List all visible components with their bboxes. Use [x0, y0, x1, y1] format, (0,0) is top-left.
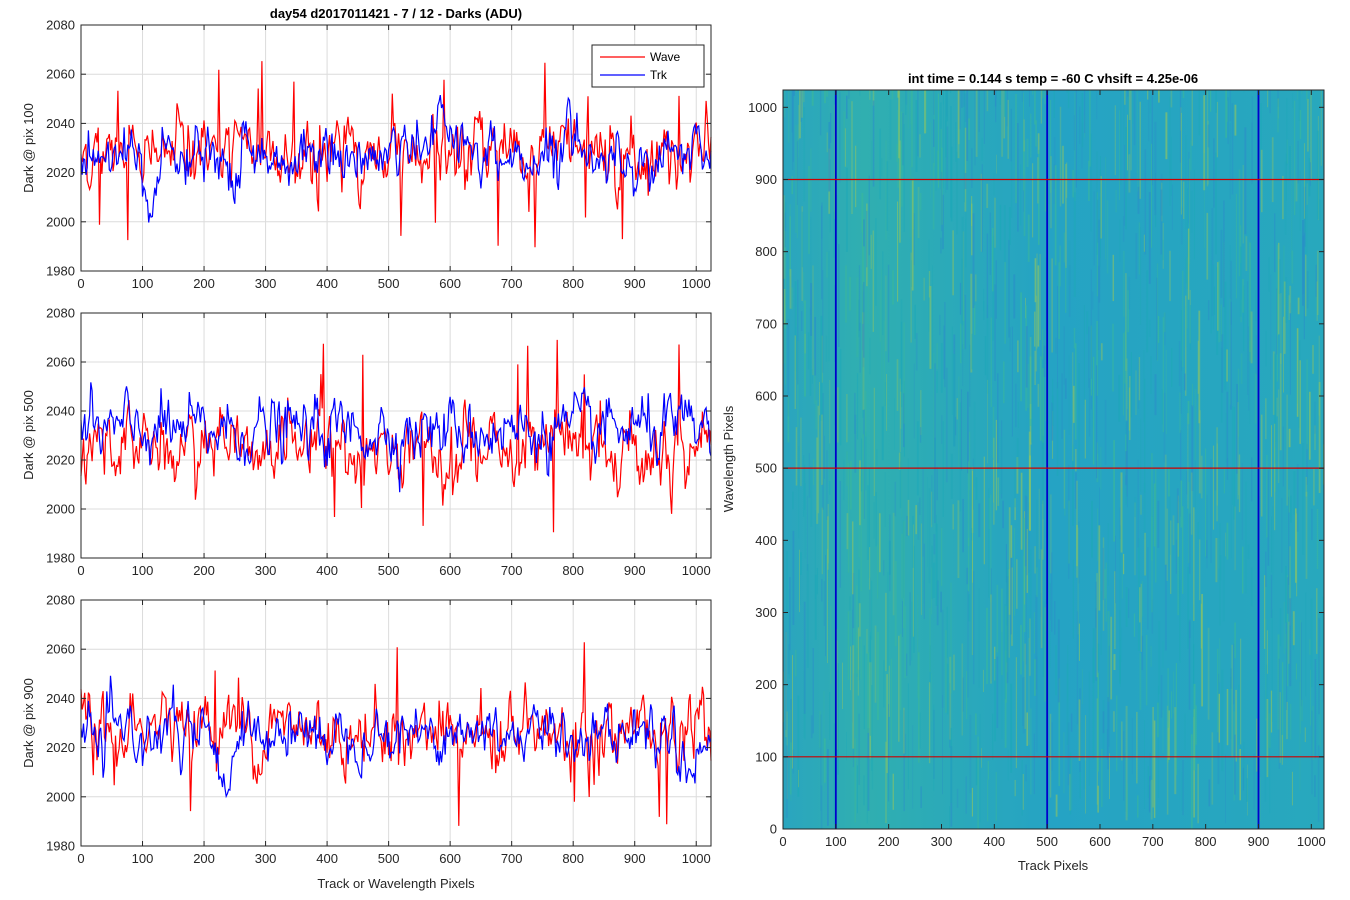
x-tick-label: 0	[779, 834, 786, 849]
x-tick-label: 100	[132, 563, 154, 578]
x-tick-label: 400	[316, 851, 338, 866]
y-tick-label: 2020	[46, 165, 75, 180]
x-tick-label: 0	[77, 851, 84, 866]
x-tick-label: 300	[931, 834, 953, 849]
legend-box	[591, 44, 705, 88]
y-tick-label: 1980	[46, 839, 75, 854]
y-tick-label: 2040	[46, 691, 75, 706]
legend-trk-label: Trk	[650, 68, 668, 82]
x-tick-label: 700	[501, 851, 523, 866]
x-tick-label: 200	[193, 851, 215, 866]
y-tick-label: 2000	[46, 789, 75, 804]
chart-title: day54 d2017011421 - 7 / 12 - Darks (ADU)	[270, 6, 522, 21]
x-tick-label: 400	[316, 563, 338, 578]
y-tick-label: 2080	[46, 593, 75, 608]
x-tick-label: 900	[624, 851, 646, 866]
y-tick-label: 2060	[46, 67, 75, 82]
y-tick-label: 2060	[46, 642, 75, 657]
legend: Wave Trk	[591, 44, 705, 88]
x-tick-label: 100	[825, 834, 847, 849]
x-tick-label: 600	[1089, 834, 1111, 849]
x-tick-label: 0	[77, 276, 84, 291]
series-line-trk	[80, 94, 712, 223]
x-tick-label: 100	[132, 851, 154, 866]
x-tick-label: 500	[378, 276, 400, 291]
y-axis-label: Dark @ pix 100	[21, 103, 36, 193]
y-tick-label: 0	[770, 822, 777, 837]
x-tick-label: 300	[255, 851, 277, 866]
axes-box	[80, 24, 712, 272]
x-tick-label: 1000	[682, 851, 711, 866]
x-tick-label: 800	[1195, 834, 1217, 849]
x-axis-label: Track or Wavelength Pixels	[317, 876, 475, 891]
x-tick-label: 900	[624, 563, 646, 578]
y-tick-label: 2020	[46, 740, 75, 755]
x-axis-label: Track Pixels	[1018, 858, 1089, 873]
x-tick-label: 800	[562, 851, 584, 866]
y-tick-label: 600	[755, 388, 777, 403]
y-tick-label: 400	[755, 533, 777, 548]
heatmap-darks: 0 100 200 300 400 500 600 700 800 900 1000 0 100 200 3…	[721, 71, 1326, 873]
y-axis-label: Wavelength Pixels	[721, 405, 736, 512]
x-tick-label: 200	[193, 563, 215, 578]
y-tick-label: 800	[755, 244, 777, 259]
x-tick-label: 0	[77, 563, 84, 578]
plot-dark-pix-900: 0 100 200 300 400 500 600 700 800 900 1000 1980 2000…	[21, 593, 712, 891]
y-tick-label: 2000	[46, 214, 75, 229]
y-tick-label: 900	[755, 172, 777, 187]
series-line-wave	[80, 642, 712, 826]
heatmap-title: int time = 0.144 s temp = -60 C vhsift =…	[908, 71, 1198, 86]
x-tick-label: 700	[501, 276, 523, 291]
x-tick-label: 1000	[682, 276, 711, 291]
x-tick-label: 300	[255, 563, 277, 578]
x-tick-label: 200	[878, 834, 900, 849]
x-tick-label: 800	[562, 276, 584, 291]
x-tick-label: 300	[255, 276, 277, 291]
y-tick-label: 700	[755, 316, 777, 331]
y-tick-label: 1980	[46, 264, 75, 279]
x-tick-label: 500	[378, 563, 400, 578]
y-tick-label: 2080	[46, 306, 75, 321]
axes-box	[80, 599, 712, 847]
axes-box	[80, 312, 712, 559]
x-tick-label: 600	[439, 276, 461, 291]
legend-wave-label: Wave	[650, 50, 681, 64]
x-tick-label: 1000	[1297, 834, 1326, 849]
y-axis-label: Dark @ pix 900	[21, 678, 36, 768]
y-tick-label: 300	[755, 605, 777, 620]
y-tick-label: 1980	[46, 551, 75, 566]
y-tick-label: 200	[755, 677, 777, 692]
x-tick-label: 400	[983, 834, 1005, 849]
y-tick-label: 2020	[46, 453, 75, 468]
x-tick-label: 700	[1142, 834, 1164, 849]
y-tick-label: 2060	[46, 355, 75, 370]
y-tick-label: 2040	[46, 116, 75, 131]
x-tick-label: 900	[624, 276, 646, 291]
x-tick-label: 700	[501, 563, 523, 578]
y-tick-label: 2000	[46, 502, 75, 517]
plot-dark-pix-100: 0 100 200 300 400 500 600 700 800 900 1000 1980 2000…	[21, 6, 712, 291]
x-tick-label: 100	[132, 276, 154, 291]
plot-dark-pix-500: 0 100 200 300 400 500 600 700 800 900 1000 1980 2000…	[21, 306, 712, 578]
y-tick-label: 100	[755, 749, 777, 764]
y-tick-label: 2080	[46, 18, 75, 33]
x-tick-label: 500	[378, 851, 400, 866]
x-tick-label: 800	[562, 563, 584, 578]
y-tick-label: 1000	[748, 100, 777, 115]
x-tick-label: 600	[439, 851, 461, 866]
x-tick-label: 600	[439, 563, 461, 578]
x-tick-label: 400	[316, 276, 338, 291]
x-tick-label: 500	[1036, 834, 1058, 849]
axes-box	[782, 89, 1325, 830]
x-tick-label: 1000	[682, 563, 711, 578]
x-tick-label: 200	[193, 276, 215, 291]
series-line-trk	[80, 675, 712, 799]
y-tick-label: 500	[755, 461, 777, 476]
series-line-trk	[80, 382, 712, 493]
y-axis-label: Dark @ pix 500	[21, 390, 36, 480]
y-tick-label: 2040	[46, 404, 75, 419]
x-tick-label: 900	[1248, 834, 1270, 849]
